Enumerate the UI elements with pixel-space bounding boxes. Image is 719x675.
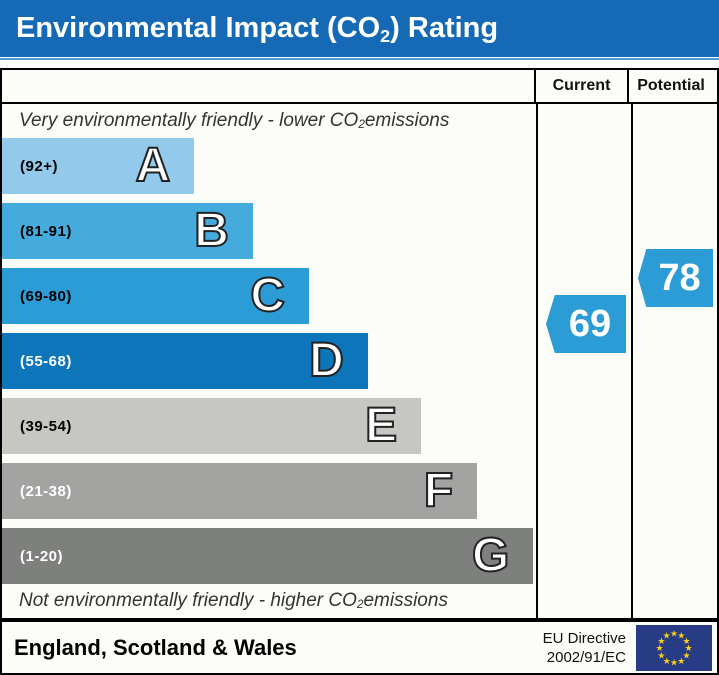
current-column-header: Current — [536, 70, 629, 102]
page-title-subscript: 2 — [380, 26, 391, 47]
potential-rating-arrow: 78 — [638, 249, 713, 307]
band-letter: A — [135, 138, 172, 193]
svg-text:★: ★ — [663, 656, 671, 666]
band-letter: D — [308, 333, 345, 388]
top-note-subscript: 2 — [358, 117, 365, 131]
band-bar-g: (1-20) G — [2, 528, 534, 584]
band-range-label: (55-68) — [20, 352, 72, 370]
band-row-d: (55-68) D — [2, 333, 536, 389]
potential-column — [633, 104, 717, 618]
potential-rating-value: 78 — [658, 256, 701, 299]
band-row-f: (21-38) F — [2, 463, 536, 519]
band-bar-c: (69-80) C — [2, 268, 310, 324]
band-letter: F — [423, 463, 454, 518]
current-column — [538, 104, 633, 618]
svg-text:★: ★ — [657, 651, 665, 661]
title-accent-line — [0, 58, 719, 60]
top-note-suffix: emissions — [364, 110, 450, 131]
svg-text:★: ★ — [670, 658, 678, 668]
table-header-row: Current Potential — [2, 70, 717, 104]
table-body: Very environmentally friendly - lower CO… — [2, 104, 717, 618]
band-bar-b: (81-91) B — [2, 203, 253, 259]
rating-table: Current Potential Very environmentally f… — [0, 68, 719, 620]
eu-directive-line1: EU Directive — [542, 629, 626, 647]
band-chart-area: Very environmentally friendly - lower CO… — [2, 104, 538, 618]
band-range-label: (92+) — [20, 157, 58, 175]
eu-directive-line2: 2002/91/EC — [546, 648, 626, 666]
bottom-note: Not environmentally friendly - higher CO… — [2, 584, 536, 618]
svg-text:★: ★ — [677, 656, 685, 666]
svg-text:★: ★ — [657, 636, 665, 646]
band-row-b: (81-91) B — [2, 203, 536, 259]
band-row-c: (69-80) C — [2, 268, 536, 324]
bottom-note-text: Not environmentally friendly - higher CO — [19, 590, 357, 611]
band-bar-a: (92+) A — [2, 138, 195, 194]
page-title-suffix: ) Rating — [390, 12, 499, 44]
band-range-label: (21-38) — [20, 482, 72, 500]
band-row-g: (1-20) G — [2, 528, 536, 584]
bottom-note-suffix: emissions — [363, 590, 448, 611]
band-bar-e: (39-54) E — [2, 398, 422, 454]
svg-text:★: ★ — [683, 651, 691, 661]
current-rating-value: 69 — [568, 302, 612, 345]
band-letter: C — [249, 268, 286, 323]
top-note-text: Very environmentally friendly - lower CO — [19, 110, 359, 131]
page-title: Environmental Impact (CO2) Rating — [0, 0, 719, 57]
band-bar-f: (21-38) F — [2, 463, 478, 519]
band-row-a: (92+) A — [2, 138, 536, 194]
band-letter: E — [364, 398, 398, 453]
band-range-label: (69-80) — [20, 287, 72, 305]
top-note: Very environmentally friendly - lower CO… — [2, 104, 536, 138]
band-letter: B — [193, 203, 230, 258]
svg-text:★: ★ — [663, 631, 671, 641]
svg-text:★: ★ — [683, 636, 691, 646]
band-letter: G — [471, 528, 510, 583]
eu-directive-label: EU Directive 2002/91/EC — [543, 629, 626, 667]
potential-column-header: Potential — [637, 77, 705, 94]
band-bar-d: (55-68) D — [2, 333, 368, 389]
svg-text:★: ★ — [684, 644, 692, 654]
band-row-e: (39-54) E — [2, 398, 536, 454]
eu-flag-icon: ★ ★★★★★★★★★★★ — [636, 624, 712, 671]
svg-text:★: ★ — [655, 644, 663, 654]
svg-text:★: ★ — [670, 629, 678, 639]
page-title-prefix: Environmental Impact (CO — [16, 12, 381, 44]
region-label: England, Scotland & Wales — [14, 634, 297, 660]
svg-text:★: ★ — [677, 631, 685, 641]
bottom-note-subscript: 2 — [356, 597, 364, 611]
band-range-label: (81-91) — [20, 222, 72, 240]
footer-bar: England, Scotland & Wales EU Directive 2… — [0, 620, 719, 675]
band-range-label: (1-20) — [20, 547, 64, 565]
current-rating-arrow: 69 — [546, 295, 626, 353]
chart-column-header — [2, 70, 536, 102]
band-range-label: (39-54) — [20, 417, 72, 435]
